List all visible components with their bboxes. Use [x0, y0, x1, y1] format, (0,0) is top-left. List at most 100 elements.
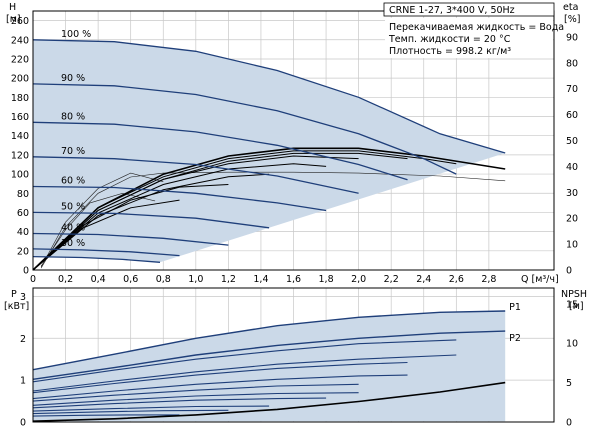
flow-tick-10: 2,0 — [351, 274, 366, 285]
eta-tick-7: 70 — [566, 84, 578, 95]
npsh-axis-unit: [м] — [569, 301, 584, 312]
head-tick-5: 100 — [11, 170, 29, 181]
head-tick-4: 80 — [17, 189, 29, 200]
head-tick-11: 220 — [11, 54, 29, 65]
flow-tick-2: 0,4 — [91, 274, 106, 285]
eta-axis-title: eta — [563, 2, 578, 13]
npsh-tick-labels: 0 5 10 15 — [566, 299, 578, 428]
flow-tick-9: 1,8 — [319, 274, 334, 285]
npsh-curve — [32, 381, 506, 422]
iso-efficiency-lines — [40, 171, 506, 269]
head-plot: 100 % 90 % 80 % 70 % 60 % 50 % 40 % 30 % 0 0,2 0,… — [6, 2, 580, 285]
eta-tick-6: 60 — [566, 110, 578, 121]
power-curve-label-0: P1 — [509, 302, 521, 313]
eta-tick-8: 80 — [566, 58, 578, 69]
flow-tick-5: 1,0 — [188, 274, 203, 285]
speed-curve-8 — [32, 255, 161, 263]
iso-efficiency-line-1 — [40, 172, 164, 268]
power-plot-frame — [32, 287, 555, 423]
efficiency-curve-3 — [32, 155, 359, 271]
flow-tick-6: 1,2 — [221, 274, 236, 285]
title-box — [383, 2, 555, 17]
speed-curve-label-3: 70 % — [61, 146, 85, 157]
power-axis-title: P — [11, 289, 17, 300]
info-box — [385, 18, 553, 58]
speed-curve-6 — [32, 232, 229, 246]
power-curve-0 — [32, 310, 506, 371]
eta-tick-labels: 0 10 20 30 40 50 60 70 80 90 — [566, 32, 578, 276]
eta-tick-4: 40 — [566, 162, 578, 173]
npsh-curves — [32, 381, 506, 422]
npsh-tick-3: 15 — [566, 299, 578, 310]
npsh-axis-title: NPSH — [561, 289, 587, 300]
speed-curve-5 — [32, 211, 270, 229]
power-curve-3 — [32, 354, 457, 392]
power-range-area — [33, 311, 506, 422]
power-curve-7 — [32, 392, 359, 406]
flow-tick-11: 2,2 — [384, 274, 399, 285]
efficiency-curves — [32, 147, 506, 271]
info-density: Плотность = 998.2 кг/м³ — [389, 46, 511, 57]
flow-tick-labels: 0 0,2 0,4 0,6 0,8 1,0 1,2 1,4 1,6 1,8 2,0 2,2 2,4 2,6… — [30, 274, 496, 285]
efficiency-curve-1 — [32, 150, 457, 271]
head-tick-2: 40 — [17, 227, 29, 238]
speed-curve-3 — [32, 156, 359, 194]
power-curve-4 — [32, 361, 408, 394]
power-tick-1: 1 — [20, 376, 26, 387]
flow-tick-3: 0,6 — [123, 274, 138, 285]
power-curve-label-1: P2 — [509, 333, 521, 344]
speed-curves: 100 % 90 % 80 % 70 % 60 % 50 % 40 % 30 % — [32, 29, 506, 263]
head-tick-1: 20 — [17, 246, 29, 257]
speed-curve-4 — [32, 185, 327, 212]
info-temperature: Темп. жидкости = 20 °C — [388, 34, 511, 45]
speed-curve-0 — [32, 39, 506, 154]
flow-tick-14: 2,8 — [481, 274, 496, 285]
head-tick-7: 140 — [11, 131, 29, 142]
power-tick-0: 0 — [20, 418, 26, 429]
flow-tick-1: 0,2 — [58, 274, 73, 285]
power-curve-11 — [32, 414, 180, 417]
power-tick-2: 2 — [20, 334, 26, 345]
head-tick-12: 240 — [11, 35, 29, 46]
power-curve-1 — [32, 330, 506, 380]
eta-tick-3: 30 — [566, 188, 578, 199]
eta-tick-2: 20 — [566, 214, 578, 225]
speed-curve-label-2: 80 % — [61, 111, 85, 122]
speed-curve-label-4: 60 % — [61, 176, 85, 187]
power-curve-10 — [32, 409, 229, 415]
power-curve-5 — [32, 374, 408, 400]
iso-efficiency-line-0 — [40, 171, 506, 269]
speed-curve-7 — [32, 248, 180, 257]
flow-axis-title: Q [м³/ч] — [521, 274, 559, 285]
eta-tick-9: 90 — [566, 32, 578, 43]
efficiency-curve-6 — [32, 184, 229, 271]
head-tick-8: 160 — [11, 112, 29, 123]
eta-tick-1: 10 — [566, 240, 578, 251]
head-tick-0: 0 — [23, 266, 29, 277]
power-plot: P1 P2 0 1 2 3 0 5 10 15 P [кВт] NPSH [м] — [4, 287, 587, 429]
npsh-tick-1: 5 — [566, 378, 572, 389]
power-tick-3: 3 — [20, 292, 26, 303]
speed-curve-1 — [32, 83, 457, 175]
eta-tick-0: 0 — [566, 266, 572, 277]
power-curves: P1 P2 — [32, 302, 521, 417]
info-liquid: Перекачиваемая жидкость = Вода — [389, 22, 564, 33]
power-axis-unit: [кВт] — [4, 301, 29, 312]
eta-axis-unit: [%] — [564, 14, 580, 25]
efficiency-curve-4 — [32, 163, 327, 271]
speed-curve-label-5: 50 % — [61, 201, 85, 212]
head-tick-13: 260 — [11, 16, 29, 27]
flow-tick-12: 2,4 — [416, 274, 431, 285]
chart-title: CRNE 1-27, 3*400 V, 50Hz — [389, 5, 515, 16]
power-tick-labels: 0 1 2 3 — [20, 292, 26, 429]
npsh-tick-2: 10 — [566, 339, 578, 350]
head-axis-unit: [м] — [6, 14, 21, 25]
head-tick-9: 180 — [11, 93, 29, 104]
flow-tick-4: 0,8 — [156, 274, 171, 285]
speed-curve-label-1: 90 % — [61, 73, 85, 84]
eta-tick-5: 50 — [566, 136, 578, 147]
head-tick-labels: 0 20 40 60 80 100 120 140 160 180 200 220 240 260 — [11, 16, 29, 276]
head-axis-title: H — [9, 2, 16, 13]
power-curve-8 — [32, 397, 327, 409]
